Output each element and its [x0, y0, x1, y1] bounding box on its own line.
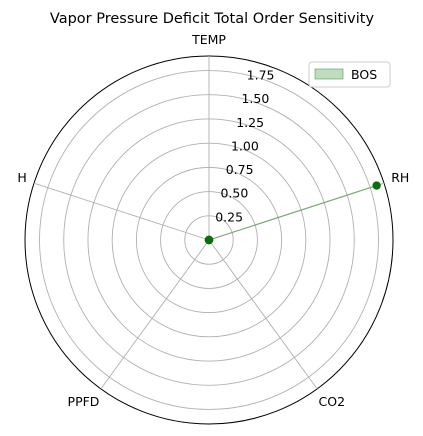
radial-tick-label: 0.25 [215, 209, 243, 224]
data-point-h [204, 235, 214, 245]
radial-tick-label: 1.50 [241, 91, 269, 106]
category-label-co2: CO2 [319, 394, 346, 409]
category-label-ppfd: PPFD [68, 394, 100, 409]
radial-tick-label: 1.25 [236, 115, 264, 130]
category-labels: TEMP RH CO2 PPFD H [17, 32, 409, 409]
legend-frame [308, 61, 391, 88]
data-point-rh [372, 181, 381, 190]
legend-swatch-bos [314, 68, 344, 80]
radial-tick-label: 1.00 [231, 138, 259, 153]
chart-title: Vapor Pressure Deficit Total Order Sensi… [50, 11, 375, 27]
spoke-h [33, 182, 210, 241]
spoke-co2 [208, 239, 318, 390]
series-layer [204, 181, 381, 245]
angular-gridlines [33, 56, 385, 390]
radial-tick-labels: 0.25 0.50 0.75 1.00 1.25 1.50 1.75 [215, 68, 274, 225]
radial-tick-label: 0.75 [226, 162, 254, 177]
radial-tick-label: 0.50 [220, 186, 248, 201]
radial-tick-label: 1.75 [247, 68, 275, 83]
category-label-rh: RH [391, 170, 409, 185]
category-label-h: H [17, 170, 26, 185]
spoke-ppfd [100, 239, 210, 390]
category-label-temp: TEMP [191, 32, 226, 47]
spoke-rh [208, 182, 385, 241]
legend-label-bos: BOS [351, 67, 377, 82]
legend: BOS [308, 61, 391, 88]
